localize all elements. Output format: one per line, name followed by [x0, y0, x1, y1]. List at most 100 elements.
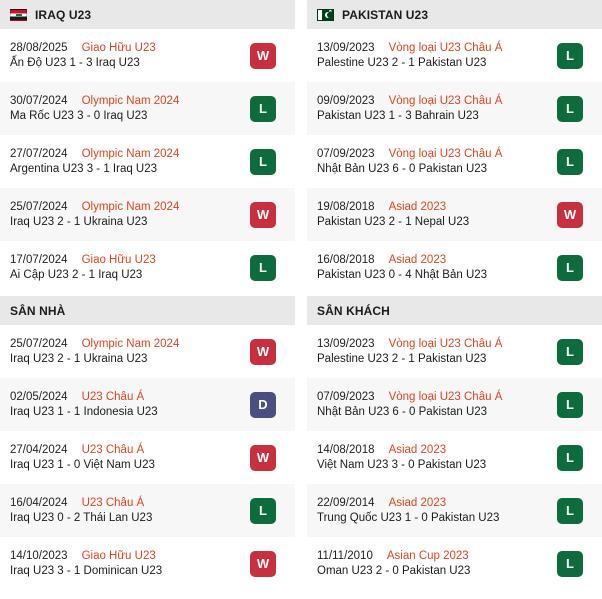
result-badge-l: L	[557, 42, 583, 69]
crescent-icon	[325, 11, 333, 19]
match-date: 07/09/2023	[317, 391, 375, 403]
match-competition[interactable]: Olympic Nam 2024	[81, 148, 180, 160]
match-details: 13/09/2023 Vòng loại U23 Châu Á Palestine …	[317, 42, 549, 69]
venue-matches-list: 13/09/2023 Vòng loại U23 Châu Á Palestine …	[307, 325, 602, 590]
match-competition[interactable]: U23 Châu Á	[81, 391, 145, 403]
result-badge-w: W	[250, 42, 276, 69]
match-date: 17/07/2024	[10, 254, 68, 266]
match-details: 28/08/2025 Giao Hữu U23 Ấn Độ U23 1 - 3 Ir…	[10, 42, 242, 69]
match-meta-line: 11/11/2010 Asian Cup 2023	[317, 550, 549, 562]
match-row[interactable]: 30/07/2024 Olympic Nam 2024 Ma Rốc U23 3 -…	[0, 82, 295, 135]
team-form-column: IRAQ U23 28/08/2025 Giao Hữu U23 Ấn Độ U23 …	[0, 0, 295, 599]
match-row[interactable]: 13/09/2023 Vòng loại U23 Châu Á Palestine …	[307, 29, 602, 82]
match-row[interactable]: 09/09/2023 Vòng loại U23 Châu Á Pakistan U…	[307, 82, 602, 135]
result-badge-w: W	[250, 444, 276, 471]
match-score: Ma Rốc U23 3 - 0 Iraq U23	[10, 110, 148, 122]
match-row[interactable]: 19/08/2018 Asiad 2023 Pakistan U23 2 - 1 N…	[307, 188, 602, 241]
match-meta-line: 27/07/2024 Olympic Nam 2024	[10, 148, 242, 160]
match-details: 07/09/2023 Vòng loại U23 Châu Á Nhật Bản U…	[317, 391, 549, 418]
match-row[interactable]: 16/08/2018 Asiad 2023 Pakistan U23 0 - 4 N…	[307, 241, 602, 294]
match-row[interactable]: 07/09/2023 Vòng loại U23 Châu Á Nhật Bản U…	[307, 378, 602, 431]
match-competition[interactable]: Asiad 2023	[388, 201, 447, 213]
match-row[interactable]: 25/07/2024 Olympic Nam 2024 Iraq U23 2 - 1…	[0, 188, 295, 241]
match-row[interactable]: 13/09/2023 Vòng loại U23 Châu Á Palestine …	[307, 325, 602, 378]
venue-section-label: SÂN KHÁCH	[317, 303, 390, 318]
match-meta-line: 13/09/2023 Vòng loại U23 Châu Á	[317, 42, 549, 54]
match-meta-line: 16/08/2018 Asiad 2023	[317, 254, 549, 266]
result-badge-w: W	[250, 550, 276, 577]
match-details: 13/09/2023 Vòng loại U23 Châu Á Palestine …	[317, 338, 549, 365]
venue-section-header: SÂN KHÁCH	[307, 296, 602, 325]
result-badge-l: L	[557, 254, 583, 281]
match-date: 25/07/2024	[10, 338, 68, 350]
match-competition[interactable]: Giao Hữu U23	[81, 254, 156, 266]
match-competition[interactable]: Vòng loại U23 Châu Á	[388, 391, 503, 403]
match-row[interactable]: 22/09/2014 Asiad 2023 Trung Quốc U23 1 - 0…	[307, 484, 602, 537]
match-row[interactable]: 28/08/2025 Giao Hữu U23 Ấn Độ U23 1 - 3 Ir…	[0, 29, 295, 82]
recent-matches-list: 28/08/2025 Giao Hữu U23 Ấn Độ U23 1 - 3 Ir…	[0, 29, 295, 294]
match-meta-line: 30/07/2024 Olympic Nam 2024	[10, 95, 242, 107]
match-competition[interactable]: U23 Châu Á	[81, 497, 145, 509]
match-competition[interactable]: Asiad 2023	[388, 497, 447, 509]
match-meta-line: 14/10/2023 Giao Hữu U23	[10, 550, 242, 562]
match-row[interactable]: 07/09/2023 Vòng loại U23 Châu Á Nhật Bản U…	[307, 135, 602, 188]
result-badge-d: D	[250, 391, 276, 418]
venue-matches-list: 25/07/2024 Olympic Nam 2024 Iraq U23 2 - 1…	[0, 325, 295, 590]
team-header: PAKISTAN U23	[307, 0, 602, 29]
match-row[interactable]: 27/07/2024 Olympic Nam 2024 Argentina U23 …	[0, 135, 295, 188]
match-score: Ấn Độ U23 1 - 3 Iraq U23	[10, 57, 140, 69]
match-score: Palestine U23 2 - 1 Pakistan U23	[317, 353, 487, 365]
match-details: 02/05/2024 U23 Châu Á Iraq U23 1 - 1 Indon…	[10, 391, 242, 418]
result-badge-l: L	[557, 338, 583, 365]
result-badge-l: L	[557, 391, 583, 418]
match-competition[interactable]: Asian Cup 2023	[386, 550, 469, 562]
match-competition[interactable]: Asiad 2023	[388, 444, 447, 456]
match-details: 14/08/2018 Asiad 2023 Việt Nam U23 3 - 0 P…	[317, 444, 549, 471]
match-competition[interactable]: Giao Hữu U23	[81, 42, 156, 54]
match-details: 09/09/2023 Vòng loại U23 Châu Á Pakistan U…	[317, 95, 549, 122]
match-row[interactable]: 11/11/2010 Asian Cup 2023 Oman U23 2 - 0 P…	[307, 537, 602, 590]
match-row[interactable]: 16/04/2024 U23 Châu Á Iraq U23 0 - 2 Thái …	[0, 484, 295, 537]
match-details: 30/07/2024 Olympic Nam 2024 Ma Rốc U23 3 -…	[10, 95, 242, 122]
match-row[interactable]: 27/04/2024 U23 Châu Á Iraq U23 1 - 0 Việt …	[0, 431, 295, 484]
match-date: 28/08/2025	[10, 42, 68, 54]
match-competition[interactable]: U23 Châu Á	[81, 444, 145, 456]
match-competition[interactable]: Vòng loại U23 Châu Á	[388, 42, 503, 54]
match-meta-line: 07/09/2023 Vòng loại U23 Châu Á	[317, 148, 549, 160]
match-row[interactable]: 17/07/2024 Giao Hữu U23 Ai Cập U23 2 - 1 I…	[0, 241, 295, 294]
match-competition[interactable]: Olympic Nam 2024	[81, 95, 180, 107]
match-competition[interactable]: Olympic Nam 2024	[81, 338, 180, 350]
match-competition[interactable]: Vòng loại U23 Châu Á	[388, 338, 503, 350]
match-meta-line: 19/08/2018 Asiad 2023	[317, 201, 549, 213]
match-competition[interactable]: Vòng loại U23 Châu Á	[388, 95, 503, 107]
match-score: Argentina U23 3 - 1 Iraq U23	[10, 163, 158, 175]
match-date: 11/11/2010	[317, 550, 373, 562]
match-date: 07/09/2023	[317, 148, 375, 160]
match-date: 19/08/2018	[317, 201, 375, 213]
match-score: Nhật Bản U23 6 - 0 Pakistan U23	[317, 163, 488, 175]
result-badge-l: L	[557, 550, 583, 577]
match-date: 16/08/2018	[317, 254, 375, 266]
match-score: Iraq U23 2 - 1 Ukraina U23	[10, 353, 148, 365]
match-meta-line: 28/08/2025 Giao Hữu U23	[10, 42, 242, 54]
match-row[interactable]: 14/08/2018 Asiad 2023 Việt Nam U23 3 - 0 P…	[307, 431, 602, 484]
match-competition[interactable]: Vòng loại U23 Châu Á	[388, 148, 503, 160]
match-score: Pakistan U23 2 - 1 Nepal U23	[317, 216, 470, 228]
match-competition[interactable]: Asiad 2023	[388, 254, 447, 266]
match-score: Nhật Bản U23 6 - 0 Pakistan U23	[317, 406, 488, 418]
match-score: Iraq U23 0 - 2 Thái Lan U23	[10, 512, 153, 524]
result-badge-l: L	[557, 497, 583, 524]
result-badge-w: W	[250, 201, 276, 228]
result-badge-l: L	[250, 95, 276, 122]
match-score: Ai Cập U23 2 - 1 Iraq U23	[10, 269, 143, 281]
match-score: Palestine U23 2 - 1 Pakistan U23	[317, 57, 487, 69]
match-row[interactable]: 02/05/2024 U23 Châu Á Iraq U23 1 - 1 Indon…	[0, 378, 295, 431]
match-row[interactable]: 14/10/2023 Giao Hữu U23 Iraq U23 3 - 1 Dom…	[0, 537, 295, 590]
venue-section-label: SÂN NHÀ	[10, 303, 66, 318]
result-badge-w: W	[250, 338, 276, 365]
match-details: 11/11/2010 Asian Cup 2023 Oman U23 2 - 0 P…	[317, 550, 549, 577]
match-row[interactable]: 25/07/2024 Olympic Nam 2024 Iraq U23 2 - 1…	[0, 325, 295, 378]
venue-section-header: SÂN NHÀ	[0, 296, 295, 325]
match-competition[interactable]: Olympic Nam 2024	[81, 201, 180, 213]
match-competition[interactable]: Giao Hữu U23	[81, 550, 156, 562]
